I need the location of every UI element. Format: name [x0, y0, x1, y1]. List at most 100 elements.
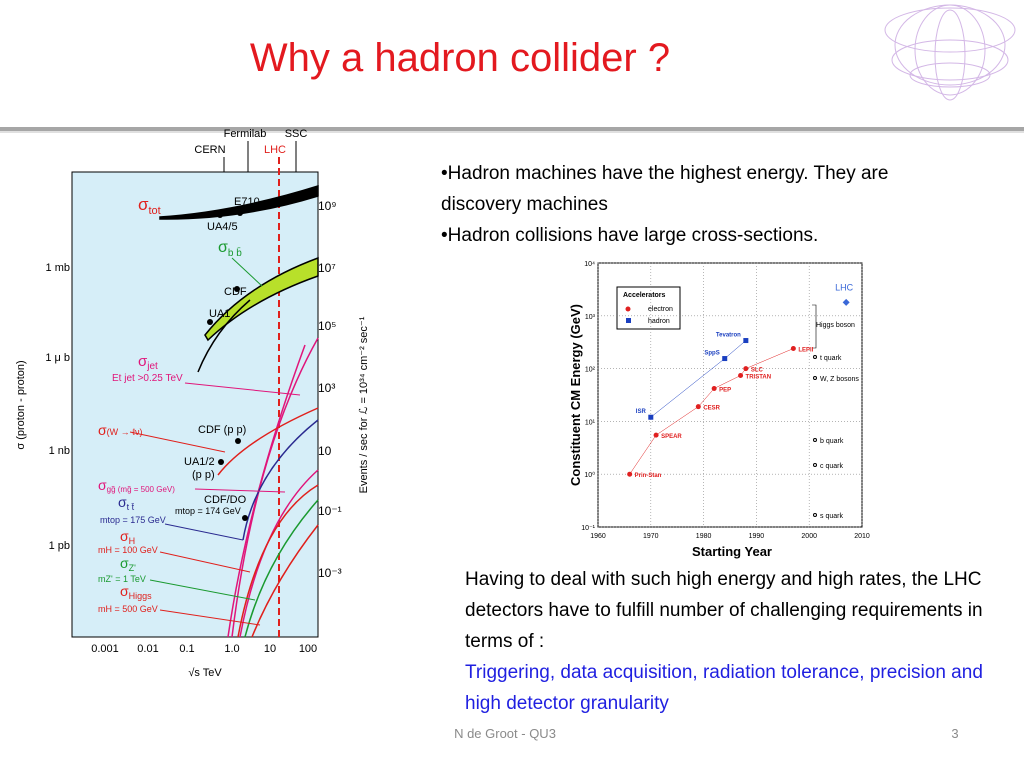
y-tick-label: 10¹: [585, 419, 596, 426]
particle-marker: [813, 463, 817, 467]
curve-label: σgg̃ (mg̃ = 500 GeV): [98, 477, 175, 494]
particle-marker: [813, 513, 817, 517]
x-label: Starting Year: [692, 544, 772, 559]
y2-label: Events / sec for ℒ = 10³⁴ cm⁻² sec⁻¹: [358, 316, 370, 493]
experiment-label: UA1: [209, 308, 230, 320]
point: [790, 346, 796, 352]
curve-note: mH = 100 GeV: [98, 545, 158, 555]
divider-shadow: [0, 131, 1024, 133]
y2-tick-label: 10⁷: [318, 261, 336, 275]
label: CERN: [194, 144, 225, 156]
logo-sphere: [884, 4, 1016, 101]
x-label: √s TeV: [188, 667, 222, 679]
x-tick-label: 2000: [801, 533, 817, 540]
curve-label: σ(W → ℓν): [98, 422, 143, 438]
y-tick-label: 1 nb: [49, 445, 70, 457]
y-tick-label: 10⁴: [584, 261, 595, 268]
lhc-label: LHC: [835, 282, 854, 292]
legend-swatch: [625, 306, 631, 312]
y-tick-label: 10⁻¹: [581, 525, 595, 532]
energy-figure: Accelerators electron hadron Higgs boson…: [568, 261, 870, 559]
particle-label: Higgs boson: [816, 322, 855, 329]
point: [722, 356, 728, 362]
point-label: TRISTAN: [746, 375, 772, 381]
label: SSC: [285, 128, 308, 140]
bullet: •Hadron machines have the highest energy…: [441, 163, 889, 215]
point-label: SppS: [704, 351, 719, 357]
point-label: SLC: [751, 368, 764, 374]
arrows: [223, 141, 297, 172]
y2-tick-label: 10⁹: [318, 199, 337, 213]
point: [738, 373, 744, 379]
particle-marker: [813, 376, 817, 380]
curve-label: σtot: [138, 195, 161, 217]
experiment-label: (p p): [192, 469, 215, 481]
x-tick-label: 0.001: [91, 643, 119, 655]
page-number: 3: [951, 726, 959, 741]
point: [711, 385, 717, 391]
point-label: Prin-Stan: [635, 473, 662, 479]
points: [207, 210, 248, 521]
curve-note: mtop = 175 GeV: [100, 515, 166, 525]
point: [743, 366, 749, 372]
label: LHC: [264, 144, 286, 156]
x-tick-label: 0.01: [137, 643, 158, 655]
x-tick-label: 2010: [854, 533, 870, 540]
particle-label: W, Z bosons: [820, 376, 859, 383]
legend-swatch: [626, 318, 631, 323]
experiment-label: CDF (p p): [198, 424, 246, 436]
y2-tick-label: 10³: [318, 381, 335, 395]
x-tick-label: 1990: [749, 533, 765, 540]
particle-marker: [813, 355, 817, 359]
curve-label: σZ': [120, 555, 136, 573]
point: [653, 432, 659, 438]
experiment-label: E710: [234, 196, 260, 208]
point-label: LEPII: [798, 348, 813, 354]
particle-label: b quark: [820, 438, 844, 445]
experiment-label: UA4/5: [207, 221, 238, 233]
y2-tick-label: 10: [318, 444, 332, 458]
lhc-point: [842, 298, 850, 306]
curve-note: mH = 500 GeV: [98, 604, 158, 614]
point-label: CESR: [703, 406, 720, 412]
bracket: [812, 304, 817, 349]
cross-section-figure: Fermilab SSC CERN LHC 1 mb 1 μ b 1 nb 1 …: [15, 128, 370, 679]
x-tick-label: 10: [264, 643, 276, 655]
legend-label: hadron: [648, 318, 670, 325]
experiment-label: UA1/2: [184, 456, 215, 468]
y2-tick-label: 10⁵: [318, 319, 336, 333]
curve-label: σH: [120, 528, 135, 546]
bullet-list: •Hadron machines have the highest energy…: [441, 158, 961, 251]
curve-label: σHiggs: [120, 583, 152, 601]
paragraph: Having to deal with such high energy and…: [465, 569, 983, 652]
bullet: •Hadron collisions have large cross-sect…: [441, 225, 819, 246]
label: Fermilab: [224, 128, 267, 140]
x-tick-label: 1970: [643, 533, 659, 540]
experiment-label: CDF: [224, 286, 247, 298]
curve-note: Et jet >0.25 TeV: [112, 373, 183, 384]
particle-marker: [813, 438, 817, 442]
y-tick-label: 1 mb: [46, 262, 70, 274]
x-tick-label: 0.1: [179, 643, 194, 655]
footer-author: N de Groot - QU3: [454, 726, 556, 741]
body-text: Having to deal with such high energy and…: [465, 564, 985, 719]
experiment-label: CDF/DO: [204, 494, 247, 506]
particle-label: s quark: [820, 513, 843, 520]
plot-area: [71, 171, 319, 638]
point-label: PEP: [719, 387, 731, 393]
y-tick-label: 10⁰: [584, 471, 595, 479]
divider: [0, 127, 1024, 131]
y-tick-label: 1 μ b: [45, 352, 70, 364]
legend-label: electron: [648, 306, 673, 313]
y-tick-label: 10³: [585, 314, 596, 321]
particle-label: t quark: [820, 355, 842, 362]
y-tick-label: 10²: [585, 367, 596, 374]
point: [695, 404, 701, 410]
point-label: ISR: [636, 409, 647, 415]
particle-label: c quark: [820, 463, 843, 470]
y-tick-label: 1 pb: [49, 540, 70, 552]
curve-label: σjet: [138, 353, 158, 372]
x-tick-label: 1.0: [224, 643, 239, 655]
